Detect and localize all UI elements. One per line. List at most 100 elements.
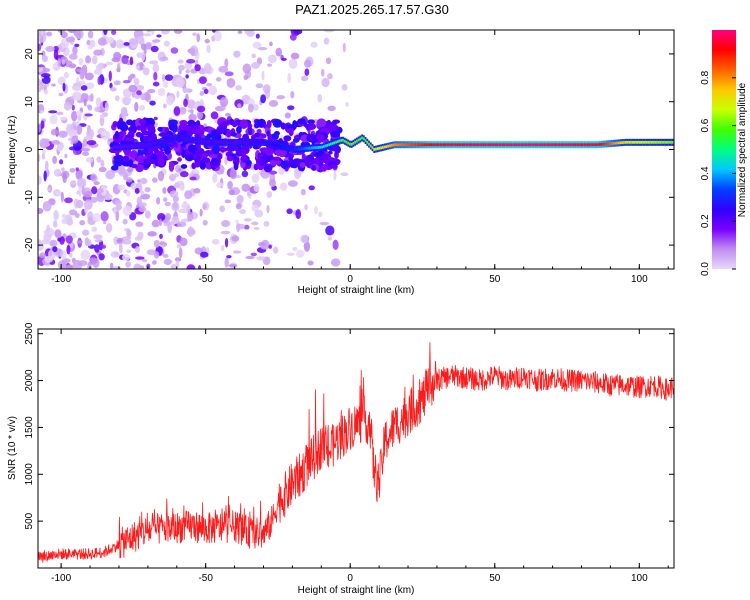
spectrogram-ridge-core [317,145,320,149]
spectrogram-noise-blob [278,166,285,175]
spectrogram-noise-blob [82,138,88,147]
spectrogram-ridge-core [525,143,528,147]
spectrogram-ridge-core [652,140,655,144]
colorbar: 0.0 0.2 0.4 0.6 0.8 Normalized spectral ampl… [700,30,748,276]
spectrogram-noise-blob [162,103,167,109]
spectrogram-ridge-core [584,143,587,147]
spectrogram-cluster-blob [127,126,137,133]
spectrogram-ridge-core [414,143,417,147]
spectrogram-noise-blob [198,76,207,85]
spectrogram-ridge-core [480,143,483,147]
spectrogram-noise-blob [85,157,94,163]
spectrogram-ridge-core [532,143,535,147]
spectrogram-ridge-core [234,140,237,144]
spectrogram-noise-blob [206,82,213,87]
spectrogram-noise-blob [53,45,59,53]
spectrogram-noise-blob [257,241,266,247]
spectrogram-noise-blob [115,39,124,49]
spectrogram-noise-blob [61,167,65,172]
spectrogram-noise-blob [146,249,157,256]
spectrogram-noise-blob [122,205,133,217]
spectrogram-noise-blob [59,159,64,165]
spectrogram-cluster-blob [306,134,317,143]
spectrogram-noise-blob [304,204,308,211]
spectrogram-ridge-core [619,141,622,145]
spectrogram-ridge-core [501,143,504,147]
spectrogram-noise-blob [199,91,205,96]
spectrogram-noise-blob [174,257,182,262]
spectrogram-ridge-core [610,142,613,145]
spectrogram-noise-blob [105,223,113,233]
spectrogram-cluster-blob [247,123,252,132]
spectrogram-noise-blob [189,109,194,115]
spectrogram-noise-blob [77,177,87,188]
snr-x-tick-label: 0 [347,573,353,584]
snr-y-axis-label: SNR (10 * v/v) [7,416,18,480]
spectrogram-ridge-core [446,143,448,147]
spectrogram-cluster-blob [172,126,178,133]
spectrogram-ridge-core [574,143,577,147]
spectrogram-cluster-blob [157,126,163,132]
spectrogram-ridge-core [512,143,514,147]
spectrogram-cluster-blob [245,159,252,166]
spectrogram-noise-blob [279,182,288,191]
spectrogram-noise-blob [85,55,92,64]
spectrogram-cluster-blob [111,165,119,171]
spectrogram-ridge-core [558,143,561,147]
spectrogram-noise-blob [66,244,71,255]
spectrogram-noise-blob [75,199,84,209]
spectrogram-cluster-blob [181,148,186,158]
spectrogram-cluster-blob [157,157,165,167]
spectrogram-noise-blob [287,72,292,84]
spectrogram-noise-blob [126,176,133,183]
spectrogram-noise-blob [246,191,251,197]
spectrogram-noise-blob [153,239,160,248]
spectrogram-ridge-core [505,143,507,147]
snr-series-line [38,342,674,563]
spectrogram-ridge-core [567,143,570,147]
spectrogram-cluster-blob [220,122,227,129]
spectrogram-noise-blob [53,210,59,221]
spectrogram-noise-blob [170,264,178,269]
spectrogram-ridge-core [409,143,412,147]
spectrogram-noise-blob [41,75,51,85]
spectrogram-noise-blob [250,252,258,257]
spectrogram-ridge-core [387,144,390,148]
spectrogram-x-tick-label: -50 [198,274,213,285]
spectrogram-noise-blob [136,90,142,96]
spectrogram-cluster-blob [143,158,149,165]
spectrogram-ridge-core [496,143,499,147]
spectrogram-ridge-core [427,143,429,147]
spectrogram-noise-blob [89,40,96,48]
spectrogram-noise-blob [61,218,68,225]
spectrogram-cluster-blob [257,118,267,128]
spectrogram-ridge-core [310,146,313,150]
spectrogram-ridge-core [494,143,497,147]
spectrogram-ridge-core [486,143,488,147]
spectrogram-noise-blob [251,204,259,212]
spectrogram-noise-blob [308,185,315,191]
spectrogram-ridge-core [600,142,603,146]
spectrogram-noise-blob [51,139,60,145]
spectrogram-noise-blob [41,152,46,160]
spectrogram-ridge-core [583,143,586,147]
spectrogram-noise-blob [327,236,333,241]
snr-y-tick-label: 1000 [24,463,35,486]
spectrogram-ridge-core [222,140,225,144]
spectrogram-cluster-blob [288,154,293,163]
spectrogram-ridge-core [432,143,435,147]
spectrogram-noise-blob [251,221,259,226]
spectrogram-noise-blob [40,120,45,129]
spectrogram-ridge-core [243,140,246,144]
spectrogram-ridge-core [298,147,301,151]
spectrogram-ridge-core [519,143,521,147]
spectrogram-noise-blob [175,260,180,268]
spectrogram-ridge-core [116,145,119,149]
spectrogram-ridge-core [342,138,344,142]
spectrogram-noise-blob [76,99,83,104]
spectrogram-noise-blob [296,249,305,258]
spectrogram-x-tick-label: 100 [631,274,648,285]
spectrogram-ridge-core [220,140,223,144]
spectrogram-noise-blob [327,105,336,112]
spectrogram-noise-blob [157,212,166,222]
